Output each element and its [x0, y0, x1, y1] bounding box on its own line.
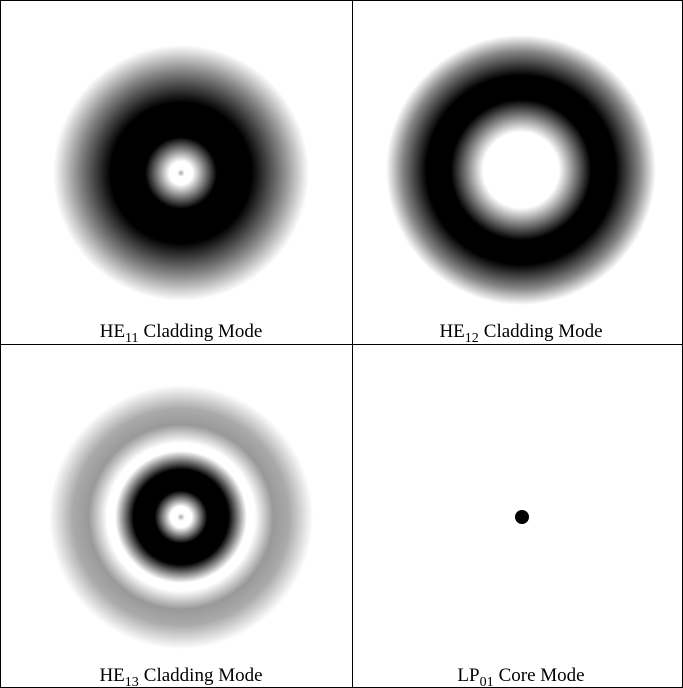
mode-pattern — [515, 510, 529, 524]
label-sub: 12 — [465, 331, 479, 346]
label-sub: 11 — [125, 331, 138, 346]
label-main: HE — [99, 665, 124, 686]
mode-pattern — [386, 35, 656, 305]
label-main: LP — [457, 665, 479, 686]
label-sub: 01 — [480, 675, 494, 688]
panel-label: HE11 Cladding Mode — [100, 321, 263, 346]
mode-pattern — [53, 45, 309, 301]
label-main: HE — [439, 321, 464, 342]
label-sub: 13 — [125, 675, 139, 688]
panel-label: HE13 Cladding Mode — [99, 665, 262, 688]
label-rest: Cladding Mode — [144, 665, 263, 686]
panel-label: HE12 Cladding Mode — [439, 321, 602, 346]
mode-pattern — [49, 385, 313, 649]
label-rest: Cladding Mode — [484, 321, 603, 342]
label-rest: Core Mode — [499, 665, 585, 686]
label-main: HE — [100, 321, 125, 342]
panel-label: LP01 Core Mode — [457, 665, 584, 688]
label-rest: Cladding Mode — [144, 321, 263, 342]
